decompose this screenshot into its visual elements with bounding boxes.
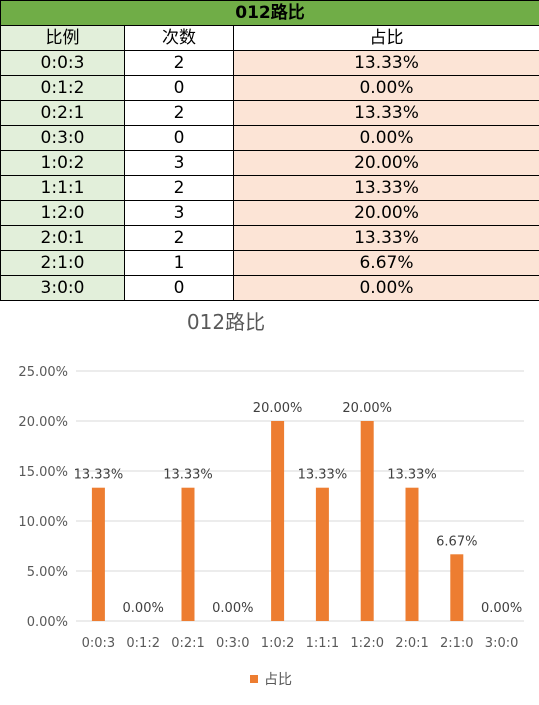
table-row: 1:2:0 3 20.00% — [0, 200, 539, 226]
table-row: 1:1:1 2 13.33% — [0, 175, 539, 201]
data-label: 0.00% — [123, 601, 164, 616]
count-cell: 2 — [124, 50, 234, 76]
bar-chart: 012路比 0.00% 5.00% 10.00% 15.00% 20.00% 25.00%… — [0, 302, 539, 705]
x-tick-label: 1:1:1 — [306, 636, 340, 651]
chart-title: 012路比 — [187, 310, 265, 334]
y-tick-label: 5.00% — [27, 565, 68, 580]
data-label: 6.67% — [436, 534, 477, 549]
legend-swatch — [250, 675, 258, 683]
bar — [91, 487, 105, 621]
data-label: 13.33% — [387, 468, 437, 483]
data-label: 13.33% — [163, 468, 213, 483]
percent-cell: 0.00% — [233, 125, 539, 151]
y-tick-label: 10.00% — [18, 515, 68, 530]
ratio-cell: 1:1:1 — [0, 175, 125, 201]
legend-label: 占比 — [264, 672, 292, 688]
x-tick-label: 0:2:1 — [171, 636, 205, 651]
bar — [315, 487, 329, 621]
data-table: 012路比 比例 次数 占比 0:0:3 2 13.33% 0:1:2 0 0.00% 0:… — [0, 0, 539, 301]
percent-cell: 20.00% — [233, 150, 539, 176]
bar — [271, 421, 285, 621]
header-count: 次数 — [124, 25, 234, 51]
bar — [360, 421, 374, 621]
data-label: 0.00% — [481, 601, 522, 616]
table-row: 3:0:0 0 0.00% — [0, 275, 539, 301]
table-row: 0:3:0 0 0.00% — [0, 125, 539, 151]
data-label: 20.00% — [253, 401, 303, 416]
ratio-cell: 3:0:0 — [0, 275, 125, 301]
x-tick-label: 0:1:2 — [126, 636, 160, 651]
ratio-cell: 0:2:1 — [0, 100, 125, 126]
y-tick-label: 15.00% — [18, 465, 68, 480]
bar — [450, 554, 464, 621]
count-cell: 0 — [124, 125, 234, 151]
percent-cell: 13.33% — [233, 175, 539, 201]
percent-cell: 0.00% — [233, 75, 539, 101]
table-row: 2:0:1 2 13.33% — [0, 225, 539, 251]
count-cell: 2 — [124, 100, 234, 126]
bar — [181, 487, 195, 621]
table-row: 0:0:3 2 13.33% — [0, 50, 539, 76]
x-tick-label: 1:2:0 — [350, 636, 384, 651]
x-tick-label: 2:1:0 — [440, 636, 474, 651]
percent-cell: 13.33% — [233, 225, 539, 251]
x-tick-label: 3:0:0 — [485, 636, 519, 651]
header-ratio: 比例 — [0, 25, 125, 51]
x-tick-label: 0:3:0 — [216, 636, 250, 651]
ratio-cell: 2:0:1 — [0, 225, 125, 251]
data-label: 0.00% — [212, 601, 253, 616]
x-tick-label: 1:0:2 — [261, 636, 295, 651]
percent-cell: 0.00% — [233, 275, 539, 301]
data-label: 20.00% — [342, 401, 392, 416]
count-cell: 3 — [124, 200, 234, 226]
y-tick-label: 25.00% — [18, 365, 68, 380]
table-row: 2:1:0 1 6.67% — [0, 250, 539, 276]
table-row: 1:0:2 3 20.00% — [0, 150, 539, 176]
ratio-cell: 1:2:0 — [0, 200, 125, 226]
chart-area — [0, 302, 539, 705]
count-cell: 2 — [124, 225, 234, 251]
ratio-cell: 1:0:2 — [0, 150, 125, 176]
percent-cell: 13.33% — [233, 100, 539, 126]
table-row: 0:2:1 2 13.33% — [0, 100, 539, 126]
y-tick-label: 20.00% — [18, 415, 68, 430]
bar — [405, 487, 419, 621]
table-title-row: 012路比 — [0, 0, 539, 26]
percent-cell: 20.00% — [233, 200, 539, 226]
count-cell: 0 — [124, 275, 234, 301]
table-title: 012路比 — [0, 0, 539, 26]
x-tick-label: 2:0:1 — [395, 636, 429, 651]
ratio-cell: 0:1:2 — [0, 75, 125, 101]
count-cell: 3 — [124, 150, 234, 176]
y-tick-label: 0.00% — [27, 615, 68, 630]
ratio-cell: 2:1:0 — [0, 250, 125, 276]
header-percent: 占比 — [233, 25, 539, 51]
data-label: 13.33% — [74, 468, 124, 483]
ratio-cell: 0:3:0 — [0, 125, 125, 151]
percent-cell: 6.67% — [233, 250, 539, 276]
percent-cell: 13.33% — [233, 50, 539, 76]
table-header-row: 比例 次数 占比 — [0, 25, 539, 51]
x-tick-label: 0:0:3 — [82, 636, 116, 651]
count-cell: 1 — [124, 250, 234, 276]
count-cell: 2 — [124, 175, 234, 201]
ratio-cell: 0:0:3 — [0, 50, 125, 76]
table-row: 0:1:2 0 0.00% — [0, 75, 539, 101]
data-label: 13.33% — [298, 468, 348, 483]
count-cell: 0 — [124, 75, 234, 101]
